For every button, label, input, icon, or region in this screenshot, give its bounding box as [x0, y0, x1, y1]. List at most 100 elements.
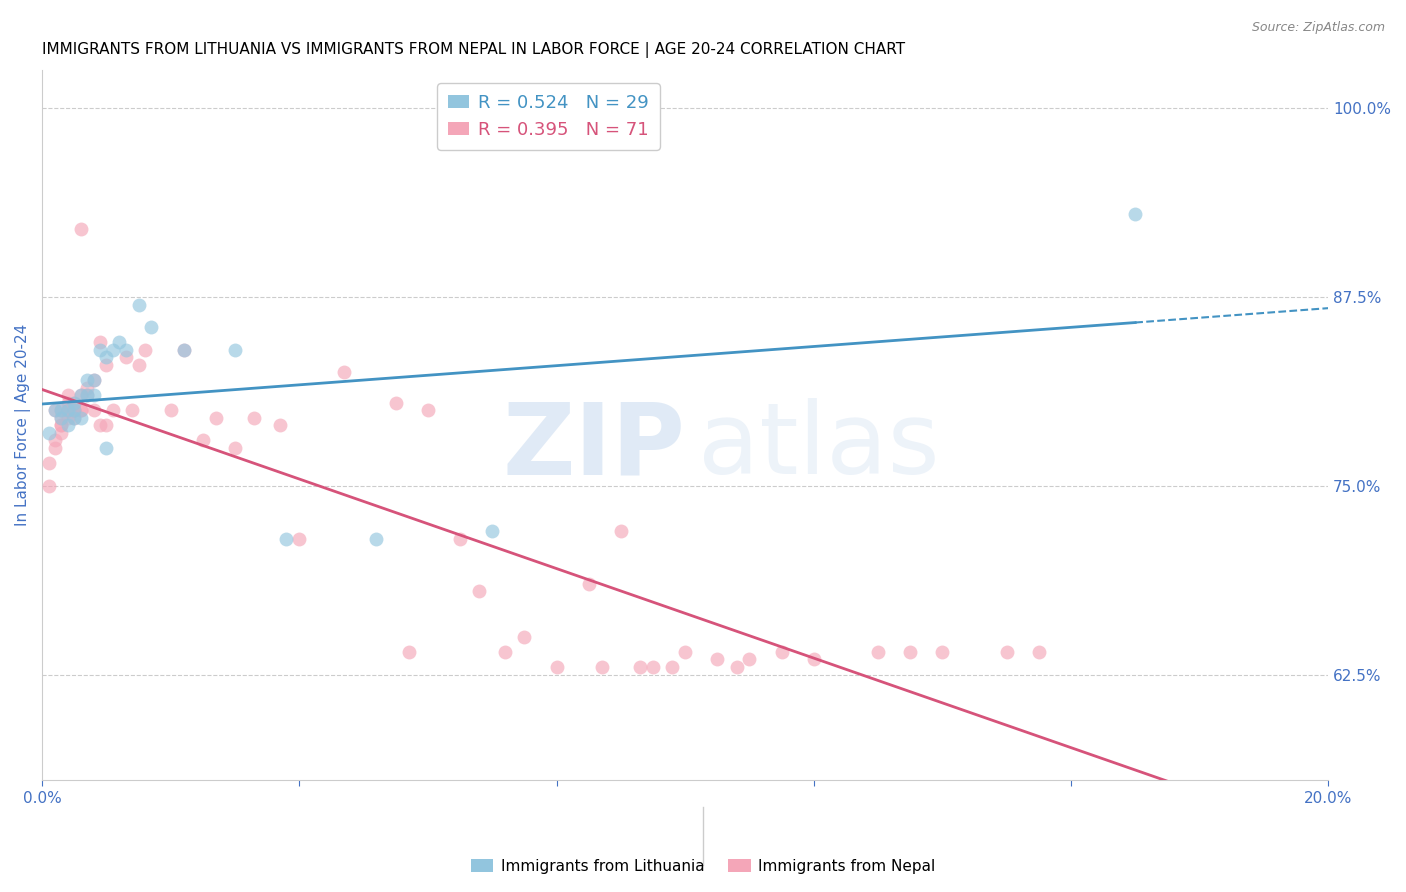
Point [89, 418, 111, 433]
Point [51, 418, 73, 433]
Point [288, 532, 311, 546]
Point [114, 351, 136, 365]
Point [89, 335, 111, 350]
Point [468, 584, 491, 599]
Point [1028, 645, 1050, 659]
Point [63, 395, 86, 409]
Point [76, 380, 98, 394]
Point [63, 395, 86, 409]
Point [243, 410, 266, 425]
Point [51, 425, 73, 440]
Point [56, 403, 79, 417]
Point [173, 343, 195, 357]
Point [56, 388, 79, 402]
Point [866, 645, 889, 659]
Point [449, 532, 471, 546]
Point [546, 660, 568, 674]
Point [725, 660, 748, 674]
Point [96, 418, 118, 433]
Point [128, 358, 150, 372]
Point [51, 418, 73, 433]
Point [898, 645, 921, 659]
Point [276, 532, 298, 546]
Point [384, 395, 406, 409]
Point [63, 403, 86, 417]
Point [96, 441, 118, 455]
Point [69, 403, 91, 417]
Point [69, 410, 91, 425]
Point [69, 403, 91, 417]
Point [83, 388, 105, 402]
Point [333, 366, 356, 380]
Point [76, 388, 98, 402]
Point [63, 403, 86, 417]
Point [51, 403, 73, 417]
Legend: R = 0.524   N = 29, R = 0.395   N = 71: R = 0.524 N = 29, R = 0.395 N = 71 [437, 83, 659, 150]
Point [481, 524, 503, 538]
Point [44, 403, 66, 417]
Point [38, 456, 60, 470]
Point [63, 403, 86, 417]
Legend: Immigrants from Lithuania, Immigrants from Nepal: Immigrants from Lithuania, Immigrants fr… [464, 853, 942, 880]
Point [269, 418, 291, 433]
Point [56, 395, 79, 409]
Point [69, 388, 91, 402]
Point [128, 297, 150, 311]
Point [770, 645, 793, 659]
Point [738, 652, 761, 666]
Point [44, 403, 66, 417]
Point [56, 418, 79, 433]
Point [995, 645, 1018, 659]
Point [51, 403, 73, 417]
Point [56, 403, 79, 417]
Point [673, 645, 696, 659]
Point [173, 343, 195, 357]
Point [191, 434, 214, 448]
Point [628, 660, 651, 674]
Point [76, 373, 98, 387]
Point [121, 403, 143, 417]
Point [101, 403, 124, 417]
Point [416, 403, 439, 417]
Point [101, 343, 124, 357]
Point [108, 335, 131, 350]
Point [141, 320, 163, 334]
Point [63, 410, 86, 425]
Point [83, 373, 105, 387]
Point [63, 410, 86, 425]
Point [89, 343, 111, 357]
Point [114, 343, 136, 357]
Point [803, 652, 825, 666]
Text: Source: ZipAtlas.com: Source: ZipAtlas.com [1251, 21, 1385, 34]
Point [224, 343, 246, 357]
Text: atlas: atlas [697, 398, 939, 495]
Point [51, 410, 73, 425]
Point [578, 577, 600, 591]
Point [706, 652, 728, 666]
Text: IMMIGRANTS FROM LITHUANIA VS IMMIGRANTS FROM NEPAL IN LABOR FORCE | AGE 20-24 CO: IMMIGRANTS FROM LITHUANIA VS IMMIGRANTS … [42, 42, 905, 58]
Point [494, 645, 516, 659]
Point [224, 441, 246, 455]
Point [661, 660, 683, 674]
Point [134, 343, 156, 357]
Point [63, 403, 86, 417]
Point [51, 410, 73, 425]
Point [44, 434, 66, 448]
Point [83, 403, 105, 417]
Point [641, 660, 664, 674]
Point [1123, 207, 1146, 221]
Point [204, 410, 226, 425]
Point [610, 524, 633, 538]
Point [44, 441, 66, 455]
Point [366, 532, 388, 546]
Point [56, 410, 79, 425]
Point [56, 403, 79, 417]
Point [931, 645, 953, 659]
Point [69, 222, 91, 236]
Point [398, 645, 420, 659]
Point [513, 630, 536, 644]
Point [76, 388, 98, 402]
Text: ZIP: ZIP [502, 398, 685, 495]
Point [159, 403, 181, 417]
Y-axis label: In Labor Force | Age 20-24: In Labor Force | Age 20-24 [15, 324, 31, 526]
